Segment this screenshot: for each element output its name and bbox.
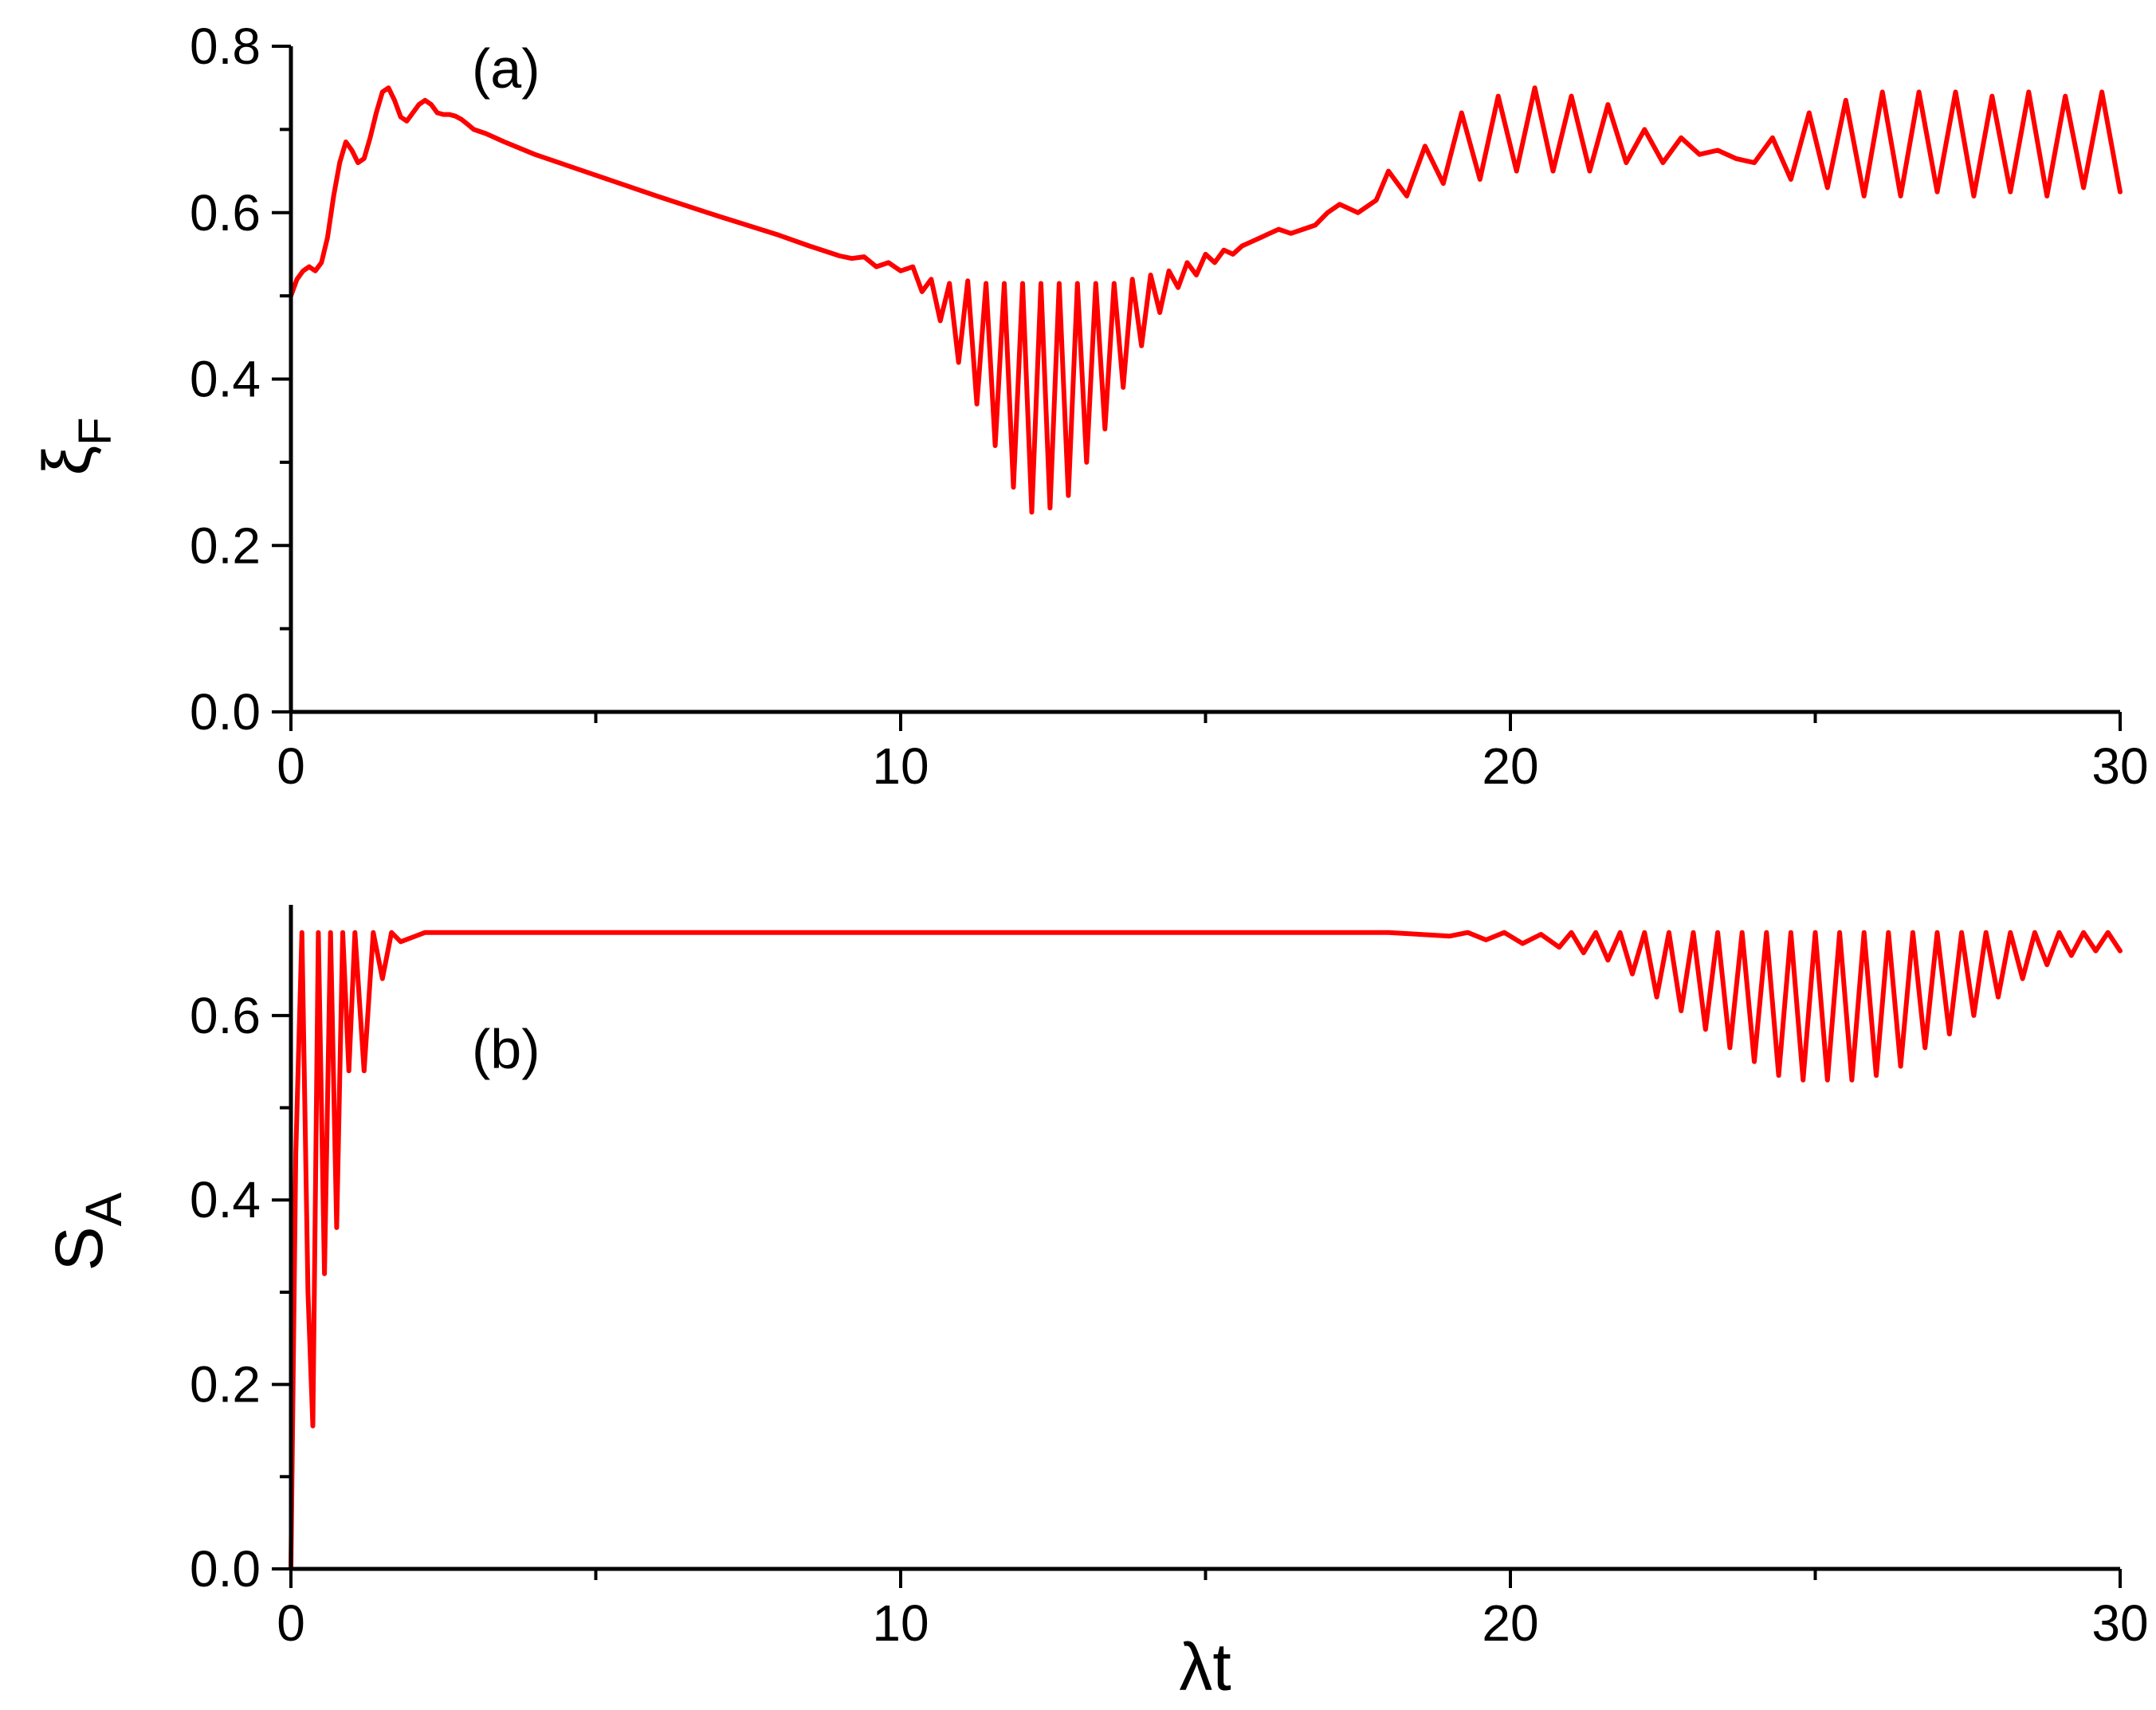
panel-a-y-tick-label: 0.6 xyxy=(190,184,261,242)
panel-b: 0 10 20 30 0.0 0.2 0.4 0.6 (b) SA λt xyxy=(41,905,2149,1704)
panel-a-x-ticks: 0 10 20 30 xyxy=(277,712,2149,795)
panel-b-y-tick-label: 0.0 xyxy=(190,1540,261,1598)
panel-b-x-tick-label: 10 xyxy=(872,1594,929,1652)
panel-b-y-axis-label: SA xyxy=(41,1192,132,1271)
panel-b-y-axis-symbol: S xyxy=(41,1226,116,1271)
panel-a-x-tick-label: 0 xyxy=(277,737,305,795)
panel-b-x-tick-label: 0 xyxy=(277,1594,305,1652)
panel-a-y-axis-subscript: F xyxy=(69,417,121,445)
panel-a-series xyxy=(289,85,2123,515)
panel-a-series-line-0 xyxy=(289,85,2123,515)
panel-a-x-tick-label: 30 xyxy=(2091,737,2148,795)
svg-text:ξF: ξF xyxy=(29,417,121,475)
panel-a-y-axis-label: ξF xyxy=(29,417,121,475)
panel-b-y-ticks: 0.0 0.2 0.4 0.6 xyxy=(190,987,291,1598)
panel-b-y-tick-label: 0.6 xyxy=(190,987,261,1044)
panel-b-y-tick-label: 0.2 xyxy=(190,1356,261,1413)
panel-b-series-line-0 xyxy=(289,930,2123,1571)
panel-a-label: (a) xyxy=(472,37,540,100)
panel-a-y-tick-label: 0.8 xyxy=(190,18,261,75)
panel-b-x-tick-label: 30 xyxy=(2091,1594,2148,1652)
panel-a-y-tick-label: 0.2 xyxy=(190,517,261,574)
panel-b-label: (b) xyxy=(472,1018,540,1080)
panel-b-series xyxy=(289,930,2123,1571)
panel-a-x-tick-label: 10 xyxy=(872,737,929,795)
panel-b-y-axis-subscript: A xyxy=(75,1192,132,1226)
panel-a-x-tick-label: 20 xyxy=(1482,737,1538,795)
panel-a: 0 10 20 30 0.0 0.2 0.4 0.6 0.8 (a) ξF xyxy=(29,18,2149,795)
panel-b-x-tick-label: 20 xyxy=(1482,1594,1538,1652)
panel-a-y-axis-symbol: ξ xyxy=(29,446,104,476)
svg-text:SA: SA xyxy=(41,1192,132,1271)
panel-b-y-tick-label: 0.4 xyxy=(190,1171,261,1228)
panel-b-x-axis-label: λt xyxy=(1179,1629,1231,1704)
panel-a-y-ticks: 0.0 0.2 0.4 0.6 0.8 xyxy=(190,18,291,741)
panel-a-y-tick-label: 0.4 xyxy=(190,351,261,408)
panel-a-y-tick-label: 0.0 xyxy=(190,683,261,741)
panel-b-x-ticks: 0 10 20 30 xyxy=(277,1569,2149,1652)
